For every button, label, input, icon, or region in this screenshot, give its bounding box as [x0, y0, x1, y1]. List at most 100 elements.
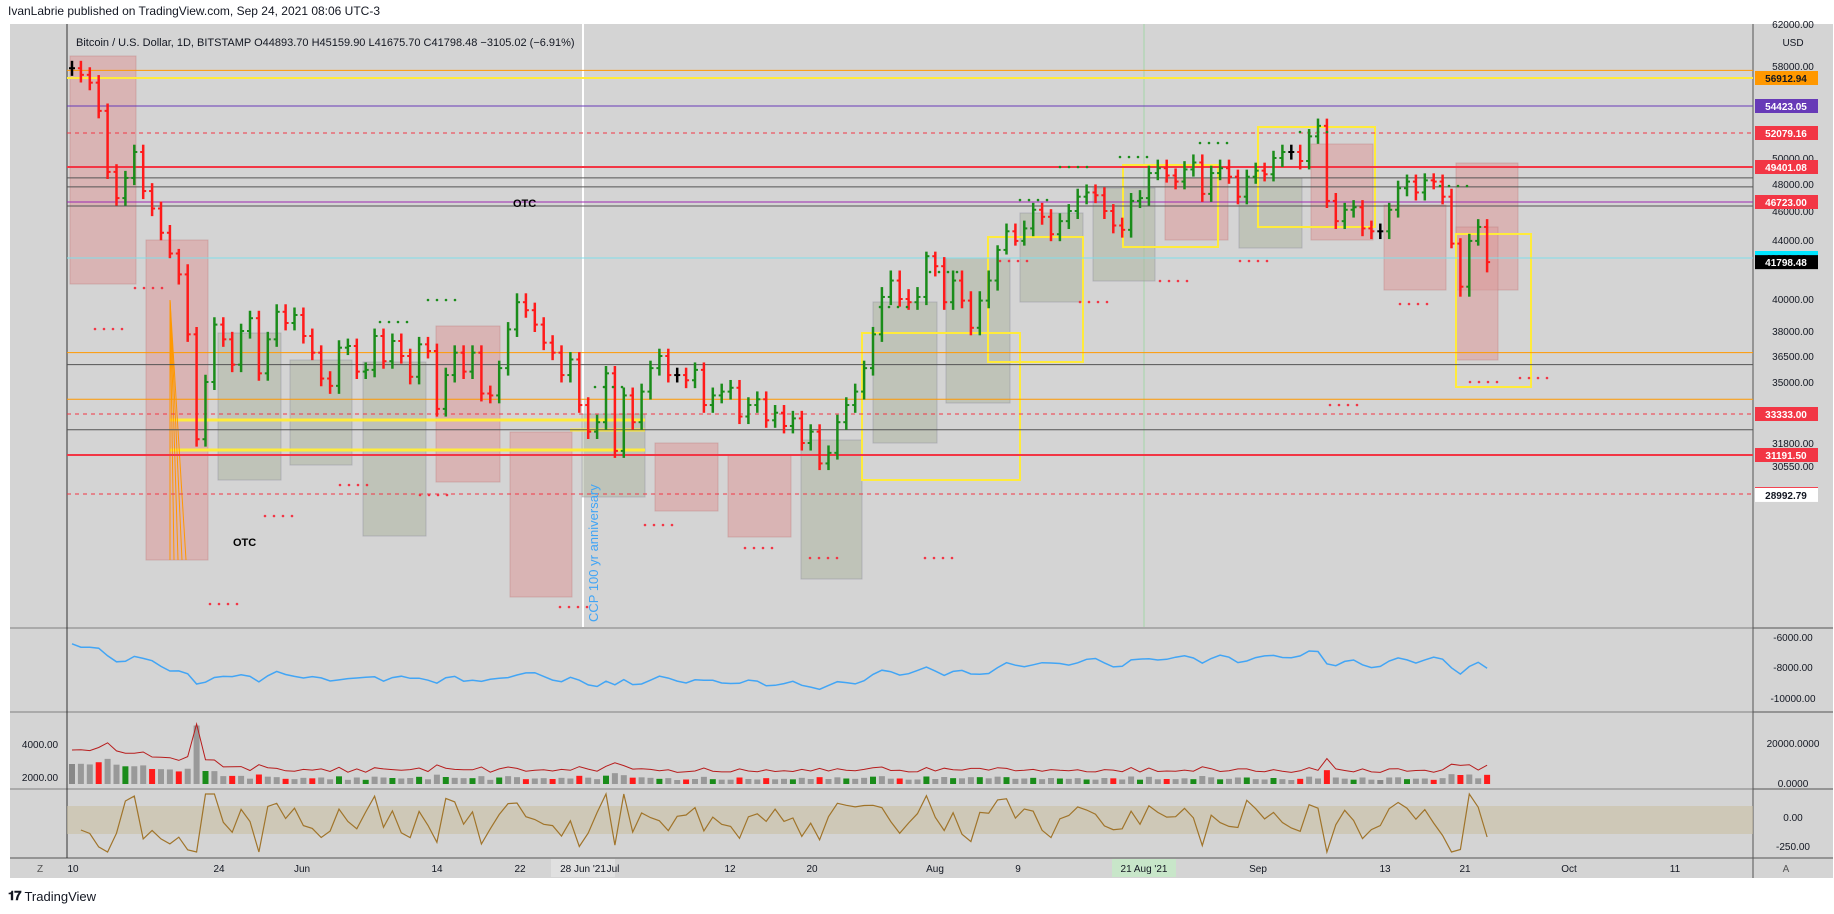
volume-bar: [362, 779, 369, 784]
timezone-button[interactable]: Z: [37, 864, 43, 875]
signal-dot-red: [93, 327, 97, 331]
volume-bar: [629, 777, 636, 784]
volume-bar: [1270, 778, 1277, 784]
volume-bar: [264, 776, 271, 784]
signal-dot-red: [1158, 279, 1162, 283]
signal-dot-green: [1316, 130, 1320, 134]
volume-bar: [683, 779, 690, 784]
zone-box: [945, 257, 1011, 404]
signal-dot-red: [1328, 403, 1332, 407]
signal-dot-red: [365, 483, 369, 487]
signal-dot-green: [444, 298, 448, 302]
signal-dot-green: [435, 298, 439, 302]
volume-bar: [300, 777, 307, 784]
signal-dots: [93, 130, 1549, 609]
signal-dot-green: [896, 305, 900, 309]
volume-bar: [202, 771, 209, 784]
volume-bar: [656, 778, 663, 784]
rsi-tick: 0.00: [1783, 813, 1803, 824]
volume-bar: [460, 778, 467, 784]
signal-dot-green: [1145, 155, 1149, 159]
volume-bar: [674, 780, 681, 784]
signal-dot-red: [102, 327, 106, 331]
price-label-text: 56912.94: [1765, 74, 1807, 85]
time-tick: 22: [514, 864, 526, 875]
volume-bar: [976, 777, 983, 784]
volume-bar: [425, 779, 431, 784]
volume-bar: [487, 779, 494, 784]
volume-bar: [967, 777, 974, 784]
volume-bar: [647, 777, 654, 784]
signal-dot-green: [1045, 198, 1049, 202]
highlight-box: [1455, 233, 1532, 388]
volume-bar: [834, 777, 841, 784]
signal-dot-red: [670, 523, 674, 527]
time-tick: 21: [1459, 864, 1471, 875]
currency-label: USD: [1782, 38, 1803, 49]
volume-bar: [620, 775, 627, 784]
signal-dot-red: [1105, 300, 1109, 304]
signal-dot-red: [826, 556, 830, 560]
volume-tick-left: 2000.00: [22, 773, 59, 784]
signal-dot-green: [946, 270, 950, 274]
volume-bar: [229, 775, 236, 784]
volume-bar: [870, 776, 876, 784]
volume-bar: [149, 769, 156, 784]
signal-dot-red: [1238, 259, 1242, 263]
otc-label-upper: OTC: [513, 198, 536, 210]
signal-dot-green: [1325, 130, 1329, 134]
time-tick: 12: [724, 864, 736, 875]
signal-dot-red: [558, 605, 562, 609]
auto-scale-button[interactable]: A: [1783, 864, 1790, 875]
volume-bar: [1332, 777, 1339, 784]
volume-bar: [950, 778, 957, 784]
tradingview-logo-icon: 𝟏𝟕: [8, 888, 22, 903]
signal-dot-red: [941, 556, 945, 560]
volume-bar: [1457, 775, 1464, 784]
signal-dot-green: [1456, 184, 1460, 188]
volume-bar: [923, 776, 930, 784]
volume-bar: [1466, 774, 1473, 784]
signal-dot-red: [1398, 302, 1402, 306]
signal-dot-green: [1465, 184, 1469, 188]
volume-bar: [344, 779, 351, 784]
rsi-band: [67, 806, 1753, 834]
volume-bar: [282, 778, 289, 784]
signal-dot-red: [290, 514, 294, 518]
volume-bar: [1279, 779, 1286, 784]
price-labels: 56912.94 54423.05 52079.16 49401.08 46723.00…: [1755, 71, 1818, 502]
time-tick: 13: [1379, 864, 1391, 875]
rsi-tick: -250.00: [1776, 842, 1810, 853]
price-label-text: 31191.50: [1765, 451, 1807, 462]
signal-dot-red: [761, 546, 765, 550]
signal-dot-red: [1016, 259, 1020, 263]
volume-bar: [638, 777, 645, 784]
volume-bar: [140, 765, 147, 784]
volume-bar: [994, 776, 1001, 784]
signal-dot-red: [743, 546, 747, 550]
signal-dot-green: [405, 320, 409, 324]
volume-bar: [718, 779, 725, 784]
signal-dot-red: [1527, 376, 1531, 380]
signal-dot-red: [1536, 376, 1540, 380]
signal-dot-green: [1136, 155, 1140, 159]
volume-bar: [1119, 779, 1126, 784]
volume-bar: [175, 771, 182, 784]
volume-bar: [1056, 778, 1063, 784]
volume-bar: [77, 763, 84, 784]
volume-tick-left: 4000.00: [22, 740, 59, 751]
price-label-bg: [1755, 71, 1818, 85]
price-label-text: 52079.16: [1765, 129, 1807, 140]
volume-bar: [843, 778, 850, 784]
volume-bar: [1243, 777, 1250, 784]
volume-bar: [781, 778, 787, 784]
volume-bar: [1074, 778, 1081, 784]
signal-dot-green: [426, 298, 430, 302]
price-label-bg: [1755, 255, 1818, 270]
signal-dot-red: [160, 286, 164, 290]
price-tick: 58000.00: [1772, 62, 1814, 73]
tradingview-brand[interactable]: 𝟏𝟕 TradingView: [8, 888, 96, 904]
zone-box: [800, 439, 863, 580]
signal-dot-red: [1416, 302, 1420, 306]
